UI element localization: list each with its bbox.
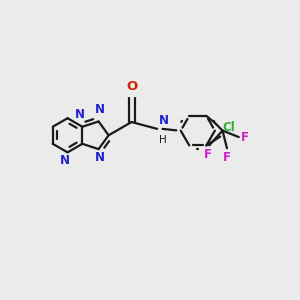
Text: H: H — [159, 135, 167, 146]
Text: N: N — [95, 151, 105, 164]
Text: N: N — [95, 103, 105, 116]
Text: N: N — [75, 108, 85, 122]
Text: Cl: Cl — [223, 121, 235, 134]
Text: O: O — [126, 80, 137, 94]
Text: F: F — [223, 151, 231, 164]
Text: F: F — [204, 148, 212, 161]
Text: F: F — [241, 130, 249, 144]
Text: N: N — [60, 154, 70, 167]
Text: N: N — [159, 114, 169, 128]
